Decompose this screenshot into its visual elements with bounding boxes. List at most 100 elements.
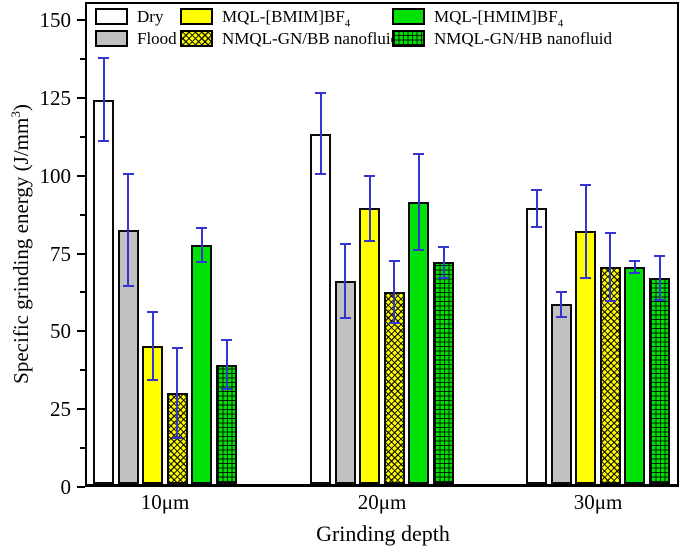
error-bar-cap-bottom [315,173,326,175]
error-bar-cap-bottom [147,379,159,382]
legend-label: NMQL-GN/HB nanofluid [434,29,613,48]
error-bar-cap-top [315,92,326,95]
bar-nmql-gn-hb-nanofluid [649,277,670,484]
error-bar-cap-bottom [122,284,134,287]
bar-dry [310,133,331,484]
error-bar [102,57,105,142]
error-bar-cap-bottom [364,239,376,242]
y-tick-label: 125 [39,85,72,110]
y-tick-label: 150 [39,8,72,33]
error-bar-cap-bottom [196,261,208,264]
error-bar-cap-bottom [221,388,232,391]
legend-label: NMQL-GN/BB nanofluid [222,29,400,48]
legend-label: Dry [137,7,164,26]
error-bar-cap-bottom [438,276,449,279]
y-major-tick [77,330,85,333]
legend-swatch [95,8,128,25]
error-bar [176,347,179,438]
error-bar-cap-bottom [171,436,183,439]
bar-mql-bmim-bf [359,208,381,484]
error-bar [535,189,538,227]
y-minor-tick [80,291,85,294]
legend-label-subscript: 4 [344,17,351,30]
bar-nmql-gn-hb-nanofluid [216,364,237,484]
error-bar-cap-bottom [339,317,351,320]
bar-mql-hmim-bf [624,267,646,484]
error-bar-cap-bottom [98,140,109,143]
bar-dry [93,99,114,484]
x-category-label: 20μm [357,490,407,514]
legend-label: MQL-[HMIM]BF4 [434,7,564,30]
y-tick-label: 25 [50,397,71,422]
y-minor-tick [80,135,85,138]
y-major-tick [77,174,85,177]
error-bar [442,246,445,278]
y-minor-tick [80,369,85,372]
error-bar-cap-top [555,290,567,293]
bar-flood [550,304,572,484]
legend-swatch [95,30,128,47]
error-bar-cap-bottom [531,225,542,228]
error-bar-cap-top [629,259,641,262]
plot-inner: Dry Flood MQL-[BMIM]BF4 NMQL-GN/BB nanoflui… [87,4,677,484]
x-axis-title: Grinding depth [316,521,450,546]
error-bar-cap-bottom [388,321,400,324]
legend-swatch [392,8,425,25]
error-bar-cap-bottom [413,248,425,251]
y-minor-tick [80,57,85,60]
error-bar-cap-top [580,183,592,186]
error-bar [225,339,228,390]
y-tick-label: 0 [60,475,72,499]
error-bar-cap-top [339,242,351,245]
error-bar-cap-top [654,255,665,258]
error-bar [393,260,396,323]
error-bar-cap-bottom [654,298,665,301]
error-bar [127,174,130,286]
bar-nmql-gn-hb-nanofluid [433,262,454,484]
error-bar-cap-bottom [604,300,616,303]
y-major-tick [77,96,85,99]
error-bar-cap-top [364,174,376,177]
error-bar-cap-bottom [629,272,641,275]
y-tick-label: 100 [39,163,72,188]
error-bar-cap-top [531,188,542,191]
y-major-tick [77,252,85,255]
y-major-tick [77,19,85,22]
error-bar-cap-bottom [580,276,592,279]
error-bar [560,291,563,317]
x-category-label: 10μm [140,490,190,514]
error-bar-cap-top [171,346,183,349]
y-tick-label: 50 [50,319,71,344]
error-bar-cap-top [388,259,400,262]
bar-mql-hmim-bf [191,245,213,484]
bar-nmql-gn-bb-nanofluid [383,291,405,484]
error-bar-cap-top [196,227,208,230]
error-bar-cap-top [147,310,159,313]
error-bar [609,232,612,302]
legend-label: MQL-[BMIM]BF4 [222,7,351,30]
error-bar-cap-top [413,152,425,155]
error-bar [658,256,661,300]
error-bar [633,260,636,274]
error-bar [368,175,371,241]
legend-swatch [180,30,213,47]
error-bar [319,93,322,174]
legend-label-subscript: 4 [557,17,564,30]
error-bar [200,228,203,263]
error-bar-cap-top [438,245,449,248]
error-bar-cap-top [221,338,232,341]
y-major-tick [77,486,85,488]
error-bar-cap-top [122,173,134,175]
error-bar-cap-top [604,231,616,234]
legend-label: Flood [137,29,177,48]
error-bar [417,153,420,250]
error-bar [344,243,347,319]
plot-area: Dry Flood MQL-[BMIM]BF4 NMQL-GN/BB nanoflui… [85,2,679,487]
error-bar [151,311,154,381]
y-minor-tick [80,213,85,216]
y-axis-title-superscript: 3 [8,111,23,118]
y-tick-label: 75 [50,241,71,266]
x-category-label: 30μm [573,490,623,514]
y-major-tick [77,408,85,411]
